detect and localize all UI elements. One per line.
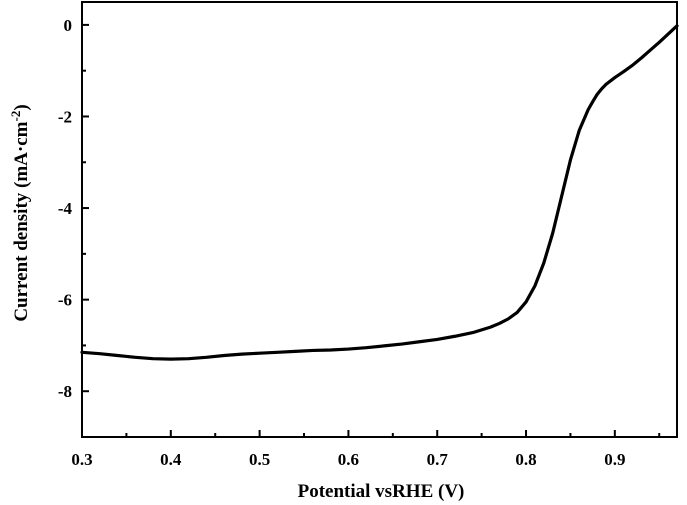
- x-tick-label: 0.5: [249, 450, 270, 469]
- x-tick-label: 0.3: [71, 450, 92, 469]
- x-tick-label: 0.6: [338, 450, 359, 469]
- plot-frame: [82, 2, 677, 437]
- tick-labels-layer: 0.3 0.4 0.5 0.6 0.7 0.8 0.9 0 -2 -4 -6 -8: [58, 16, 626, 469]
- y-axis-label-superscript: -2: [8, 111, 23, 122]
- y-tick-label: -6: [58, 291, 72, 310]
- x-tick-label: 0.7: [427, 450, 449, 469]
- x-axis-label: Potential vsRHE (V): [298, 481, 465, 502]
- x-tick-label: 0.4: [160, 450, 182, 469]
- y-tick-label: 0: [64, 16, 73, 35]
- y-axis-label-main: Current density (mA·cm: [11, 121, 32, 321]
- series-line: [82, 26, 677, 359]
- y-tick-label: -8: [58, 382, 72, 401]
- y-axis-label: Current density (mA·cm-2): [8, 104, 32, 321]
- y-axis-label-close: ): [11, 104, 32, 110]
- y-tick-label: -2: [58, 107, 72, 126]
- y-tick-label: -4: [58, 199, 73, 218]
- ticks-layer: [82, 25, 659, 437]
- x-tick-label: 0.8: [515, 450, 536, 469]
- x-tick-label: 0.9: [604, 450, 625, 469]
